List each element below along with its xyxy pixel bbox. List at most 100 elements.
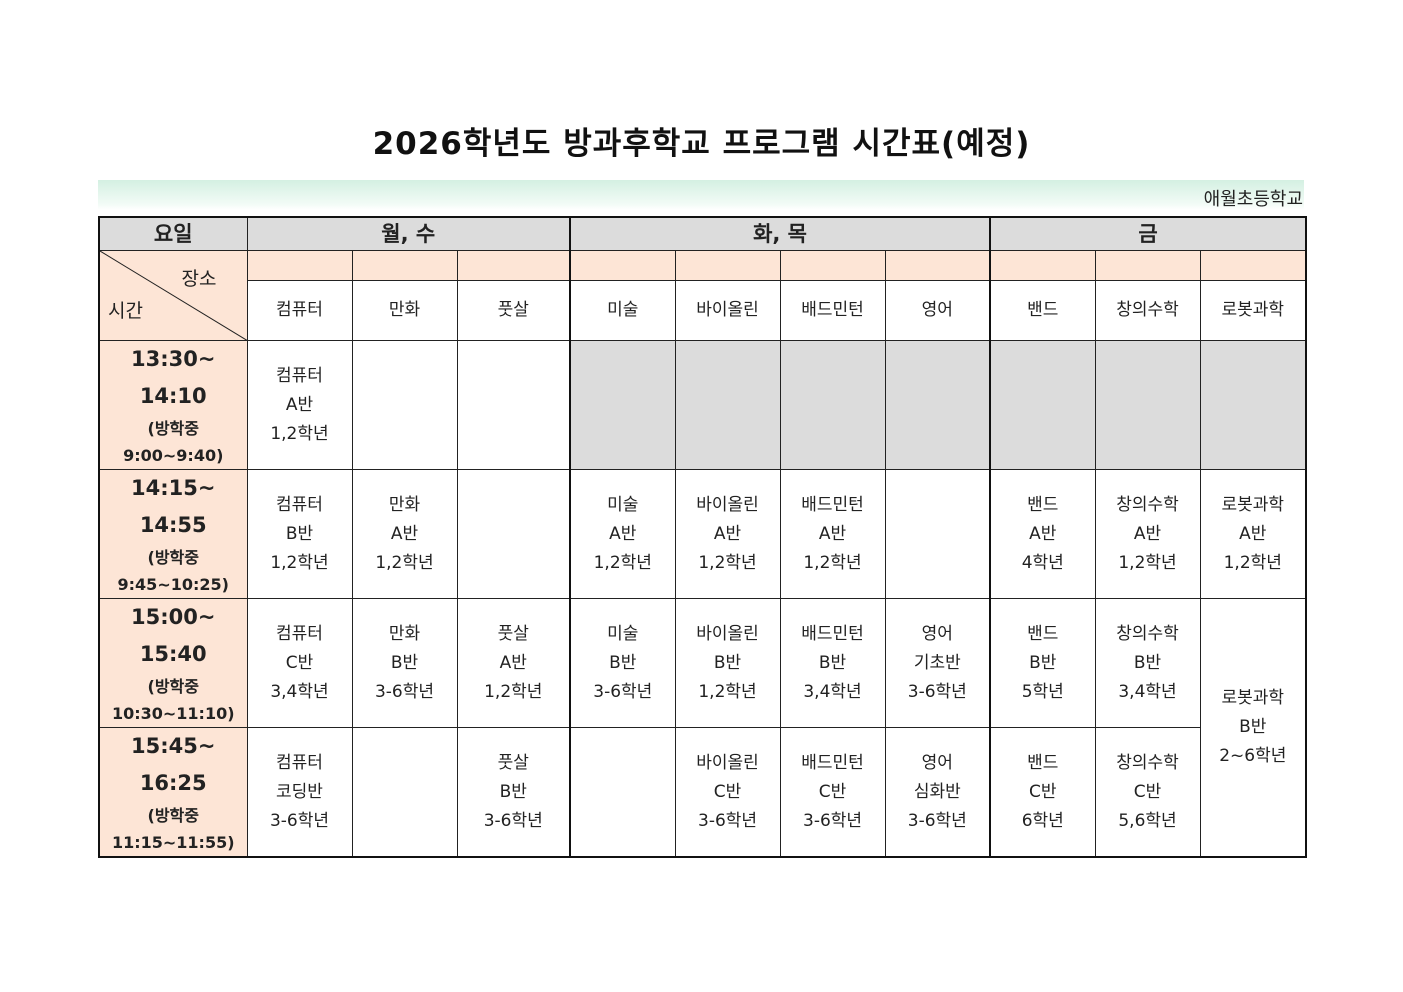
class-line: 3-6학년: [593, 681, 653, 702]
class-cell: 영어 심화반 3-6학년: [884, 727, 991, 858]
class-line: A반: [1133, 523, 1162, 544]
class-line: 1,2학년: [698, 681, 757, 702]
empty-cell: [569, 340, 676, 470]
class-line: 3,4학년: [803, 681, 862, 702]
class-line: 3,4학년: [270, 681, 329, 702]
class-cell: 풋살 A반 1,2학년: [456, 598, 571, 728]
class-line: 로봇과학: [1221, 494, 1285, 515]
vacation-label: (방학중: [147, 548, 199, 567]
class-line: C반: [713, 781, 742, 802]
time-start: 15:00~: [131, 605, 216, 629]
class-line: 1,2학년: [484, 681, 543, 702]
vacation-time: 11:15~11:55): [111, 833, 235, 852]
class-line: 창의수학: [1116, 752, 1179, 773]
place-label: 장소: [181, 268, 217, 290]
class-line: 바이올린: [696, 623, 759, 644]
class-line: B반: [1029, 652, 1057, 673]
class-cell: 로봇과학 B반 2~6학년: [1199, 598, 1307, 858]
time-start: 13:30~: [131, 347, 216, 371]
blank-cell: [246, 250, 353, 281]
subject-row: 컴퓨터 만화 풋살 미술 바이올린 배드민턴 영어 밴드 창의수학 로봇과학: [99, 280, 1307, 341]
class-cell: 창의수학 A반 1,2학년: [1094, 469, 1201, 599]
class-cell: 미술 B반 3-6학년: [569, 598, 676, 728]
empty-cell: [456, 340, 571, 470]
class-cell: 배드민턴 A반 1,2학년: [779, 469, 886, 599]
schedule-row: 15:00~ 15:40 (방학중 10:30~11:10) 컴퓨터 C반 3,4학년 만화 B…: [98, 598, 1307, 858]
class-line: 바이올린: [696, 494, 759, 515]
class-line: A반: [1029, 523, 1057, 544]
class-cell: 만화 B반 3-6학년: [351, 598, 458, 728]
time-cell: 14:15~ 14:55 (방학중 9:45~10:25): [98, 469, 248, 599]
time-cell: 13:30~ 14:10 (방학중 9:00~9:40): [98, 340, 248, 470]
empty-cell: [884, 469, 991, 599]
class-cell: 바이올린 B반 1,2학년: [674, 598, 781, 728]
class-line: 컴퓨터: [276, 494, 323, 515]
time-cell: 15:45~ 16:25 (방학중 11:15~11:55): [98, 727, 248, 858]
class-line: B반: [285, 523, 314, 544]
vacation-time: 9:00~9:40): [123, 446, 224, 465]
time-end: 15:40: [139, 642, 207, 666]
class-line: 밴드: [1027, 623, 1059, 644]
class-line: 6학년: [1021, 810, 1064, 831]
subject-header: 컴퓨터: [246, 280, 353, 341]
class-line: A반: [818, 523, 847, 544]
class-line: 만화: [388, 494, 421, 515]
day-header-row: 요일 월, 수 화, 목 금: [98, 216, 1307, 251]
class-cell: 밴드 A반 4학년: [989, 469, 1096, 599]
class-line: C반: [1133, 781, 1162, 802]
class-line: 3-6학년: [269, 810, 330, 831]
class-line: 1,2학년: [1223, 552, 1282, 573]
class-line: 3-6학년: [907, 681, 967, 702]
class-line: 창의수학: [1116, 623, 1179, 644]
subject-header: 바이올린: [674, 280, 781, 341]
class-cell: 만화 A반 1,2학년: [351, 469, 458, 599]
class-line: 3-6학년: [483, 810, 543, 831]
empty-cell: [884, 340, 991, 470]
school-name: 애월초등학교: [1203, 189, 1303, 210]
subject-header: 배드민턴: [779, 280, 886, 341]
class-line: 1,2학년: [1118, 552, 1177, 573]
empty-cell: [1199, 340, 1307, 470]
empty-cell: [351, 727, 458, 858]
class-line: 5학년: [1021, 681, 1064, 702]
class-line: 영어: [921, 623, 953, 644]
time-end: 16:25: [139, 771, 207, 795]
class-line: 1,2학년: [375, 552, 434, 573]
class-line: 창의수학: [1116, 494, 1179, 515]
blank-cell: [989, 250, 1096, 281]
class-line: B반: [818, 652, 847, 673]
class-line: 3-6학년: [803, 810, 863, 831]
class-line: B반: [390, 652, 419, 673]
schedule-row: 13:30~ 14:10 (방학중 9:00~9:40) 컴퓨터 A반 1,2학년: [98, 340, 1307, 470]
class-line: 3-6학년: [374, 681, 435, 702]
blank-cell: [674, 250, 781, 281]
class-line: B반: [609, 652, 637, 673]
class-cell: 풋살 B반 3-6학년: [456, 727, 571, 858]
class-line: 심화반: [913, 781, 961, 802]
class-line: 바이올린: [696, 752, 759, 773]
class-line: 영어: [921, 752, 953, 773]
class-line: 기초반: [913, 652, 961, 673]
schedule-row: 14:15~ 14:55 (방학중 9:45~10:25) 컴퓨터 B반 1,2학년 만화 A반…: [98, 469, 1307, 599]
blank-cell: [456, 250, 571, 281]
empty-cell: [1094, 340, 1201, 470]
class-line: 5,6학년: [1118, 810, 1177, 831]
class-line: B반: [499, 781, 527, 802]
day-tue-thu: 화, 목: [569, 216, 991, 251]
schedule-row: 15:45~ 16:25 (방학중 11:15~11:55) 컴퓨터 코딩반 3-6학년 풋살…: [98, 727, 1306, 858]
class-line: 컴퓨터: [276, 623, 323, 644]
class-line: A반: [609, 523, 637, 544]
place-time-corner: 장소 시간: [98, 250, 248, 341]
subject-header: 풋살: [456, 280, 571, 341]
blank-cell: [1094, 250, 1201, 281]
class-cell: 컴퓨터 B반 1,2학년: [246, 469, 353, 599]
class-line: 4학년: [1021, 552, 1064, 573]
class-line: 밴드: [1027, 752, 1059, 773]
vacation-time: 9:45~10:25): [117, 575, 229, 594]
empty-cell: [351, 340, 458, 470]
subject-header: 로봇과학: [1199, 280, 1307, 341]
diagonal-line: [100, 251, 248, 341]
time-start: 14:15~: [131, 476, 216, 500]
subject-header: 창의수학: [1094, 280, 1201, 341]
empty-cell: [569, 727, 676, 858]
